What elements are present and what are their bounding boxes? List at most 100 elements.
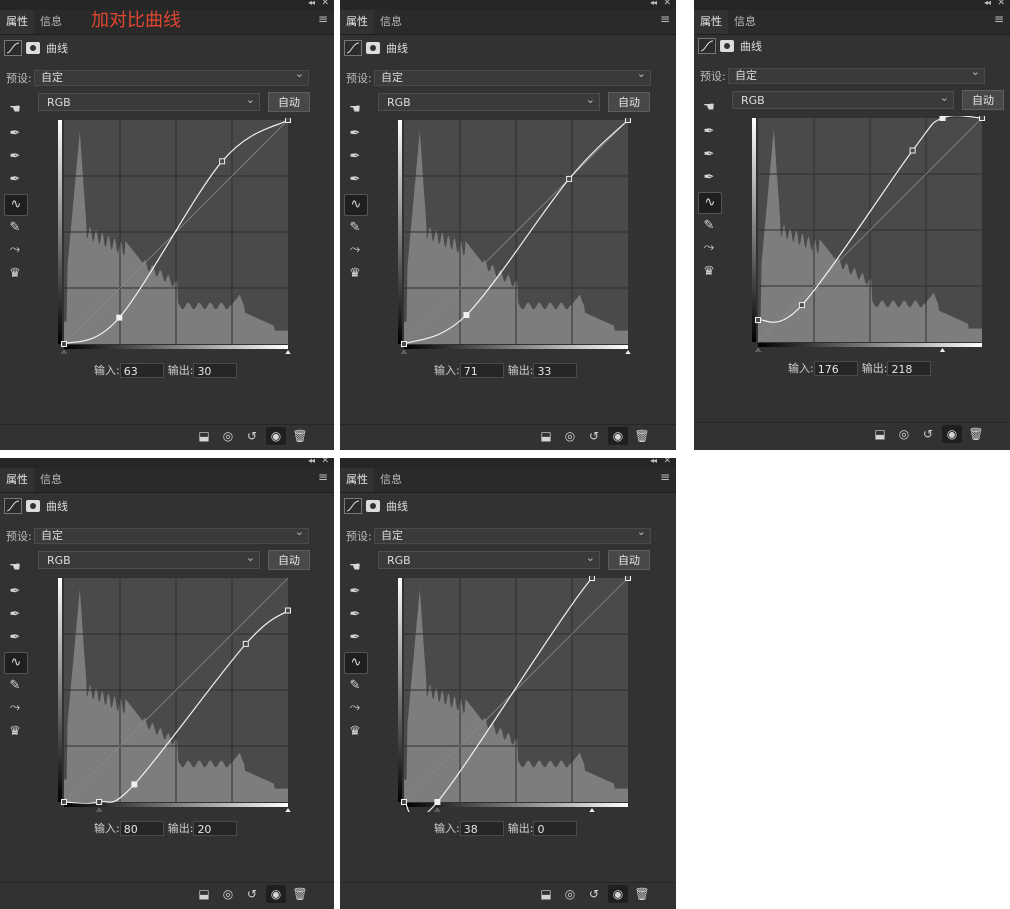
on-image-adjust-icon[interactable]: ☚: [703, 100, 715, 115]
tab-info[interactable]: 信息: [380, 15, 402, 28]
curve-points-tool-icon[interactable]: ∿: [4, 652, 28, 674]
pencil-draw-icon[interactable]: ✎: [9, 678, 21, 693]
control-point[interactable]: [401, 799, 407, 805]
preset-select[interactable]: 自定: [728, 65, 985, 84]
tone-curve[interactable]: [757, 115, 983, 323]
close-icon[interactable]: ✕: [663, 0, 671, 8]
clip-to-layer-icon[interactable]: ⬓: [198, 429, 210, 443]
layer-mask-icon[interactable]: [26, 500, 40, 512]
smooth-curve-icon[interactable]: ⤳: [349, 242, 361, 257]
delete-adjustment-icon[interactable]: 🗑: [292, 887, 308, 901]
auto-button[interactable]: 自动: [268, 550, 310, 570]
collapse-icon[interactable]: ◂◂: [307, 0, 315, 7]
auto-button[interactable]: 自动: [962, 90, 1004, 110]
control-point[interactable]: [798, 302, 805, 309]
tab-info[interactable]: 信息: [40, 15, 62, 28]
preset-select[interactable]: 自定: [34, 67, 309, 86]
clipping-warning-icon[interactable]: ♛: [9, 266, 21, 281]
reset-defaults-icon[interactable]: ↺: [246, 429, 258, 443]
control-point[interactable]: [589, 575, 595, 581]
pencil-draw-icon[interactable]: ✎: [349, 220, 361, 235]
reset-defaults-icon[interactable]: ↺: [588, 429, 600, 443]
curve-graph-svg[interactable]: [398, 117, 632, 357]
layer-mask-icon[interactable]: [366, 42, 380, 54]
toggle-visibility-icon[interactable]: ◉: [266, 427, 286, 445]
curve-points-tool-icon[interactable]: ∿: [344, 652, 368, 674]
white-point-eyedropper-icon[interactable]: ✒: [349, 630, 361, 645]
clip-to-layer-icon[interactable]: ⬓: [874, 427, 886, 441]
curve-graph-svg[interactable]: [398, 560, 632, 820]
on-image-adjust-icon[interactable]: ☚: [9, 560, 21, 575]
black-point-eyedropper-icon[interactable]: ✒: [703, 124, 715, 139]
curve-graph-svg[interactable]: [752, 115, 986, 355]
smooth-curve-icon[interactable]: ⤳: [9, 700, 21, 715]
toggle-visibility-icon[interactable]: ◉: [266, 885, 286, 903]
gray-point-eyedropper-icon[interactable]: ✒: [349, 149, 361, 164]
output-value-field[interactable]: 0: [533, 820, 578, 836]
on-image-adjust-icon[interactable]: ☚: [349, 102, 361, 117]
black-input-slider[interactable]: [94, 807, 104, 815]
gray-point-eyedropper-icon[interactable]: ✒: [9, 607, 21, 622]
white-input-slider[interactable]: [284, 350, 292, 356]
tone-curve[interactable]: [63, 119, 289, 345]
toggle-visibility-icon[interactable]: ◉: [608, 427, 628, 445]
tab-info[interactable]: 信息: [380, 473, 402, 486]
control-point[interactable]: [566, 175, 573, 182]
auto-button[interactable]: 自动: [608, 92, 650, 112]
gray-point-eyedropper-icon[interactable]: ✒: [9, 149, 21, 164]
panel-menu-icon[interactable]: ≡: [659, 470, 670, 484]
control-point[interactable]: [401, 341, 407, 347]
panel-menu-icon[interactable]: ≡: [659, 12, 670, 26]
input-value-field[interactable]: 80: [119, 820, 164, 836]
preset-select[interactable]: 自定: [374, 525, 651, 544]
auto-button[interactable]: 自动: [268, 92, 310, 112]
pencil-draw-icon[interactable]: ✎: [9, 220, 21, 235]
selected-control-point[interactable]: [131, 781, 138, 788]
collapse-icon[interactable]: ◂◂: [983, 0, 991, 7]
close-icon[interactable]: ✕: [321, 458, 329, 466]
smooth-curve-icon[interactable]: ⤳: [703, 240, 715, 255]
input-value-field[interactable]: 38: [459, 820, 504, 836]
curve-graph-svg[interactable]: [58, 117, 292, 357]
black-input-slider[interactable]: [59, 349, 69, 357]
tab-properties[interactable]: 属性: [340, 468, 374, 492]
tab-info[interactable]: 信息: [40, 473, 62, 486]
view-previous-state-icon[interactable]: ◎: [222, 887, 234, 901]
view-previous-state-icon[interactable]: ◎: [222, 429, 234, 443]
clip-to-layer-icon[interactable]: ⬓: [540, 887, 552, 901]
pencil-draw-icon[interactable]: ✎: [703, 218, 715, 233]
channel-select[interactable]: RGB: [378, 91, 600, 111]
black-input-slider[interactable]: [753, 347, 763, 355]
preset-select[interactable]: 自定: [374, 67, 651, 86]
clip-to-layer-icon[interactable]: ⬓: [198, 887, 210, 901]
view-previous-state-icon[interactable]: ◎: [564, 429, 576, 443]
tab-properties[interactable]: 属性: [694, 10, 728, 34]
delete-adjustment-icon[interactable]: 🗑: [292, 429, 308, 443]
layer-mask-icon[interactable]: [720, 40, 734, 52]
tab-info[interactable]: 信息: [734, 15, 756, 28]
reset-defaults-icon[interactable]: ↺: [588, 887, 600, 901]
tone-curve[interactable]: [63, 610, 289, 804]
white-point-eyedropper-icon[interactable]: ✒: [349, 172, 361, 187]
selected-control-point[interactable]: [116, 314, 123, 321]
clipping-warning-icon[interactable]: ♛: [703, 264, 715, 279]
curve-graph[interactable]: [58, 117, 292, 357]
curve-graph-svg[interactable]: [58, 576, 292, 815]
delete-adjustment-icon[interactable]: 🗑: [968, 427, 984, 441]
tab-properties[interactable]: 属性: [340, 10, 374, 34]
white-point-eyedropper-icon[interactable]: ✒: [703, 170, 715, 185]
clipping-warning-icon[interactable]: ♛: [9, 724, 21, 739]
curve-graph[interactable]: [58, 576, 292, 815]
control-point[interactable]: [285, 117, 291, 123]
view-previous-state-icon[interactable]: ◎: [564, 887, 576, 901]
control-point[interactable]: [61, 799, 67, 805]
reset-defaults-icon[interactable]: ↺: [246, 887, 258, 901]
curve-graph[interactable]: [752, 115, 985, 355]
channel-select[interactable]: RGB: [732, 89, 954, 109]
gray-point-eyedropper-icon[interactable]: ✒: [349, 607, 361, 622]
auto-button[interactable]: 自动: [608, 550, 650, 570]
output-value-field[interactable]: 30: [193, 362, 238, 378]
control-point[interactable]: [755, 317, 761, 323]
control-point[interactable]: [61, 341, 67, 347]
white-input-slider[interactable]: [938, 348, 947, 354]
